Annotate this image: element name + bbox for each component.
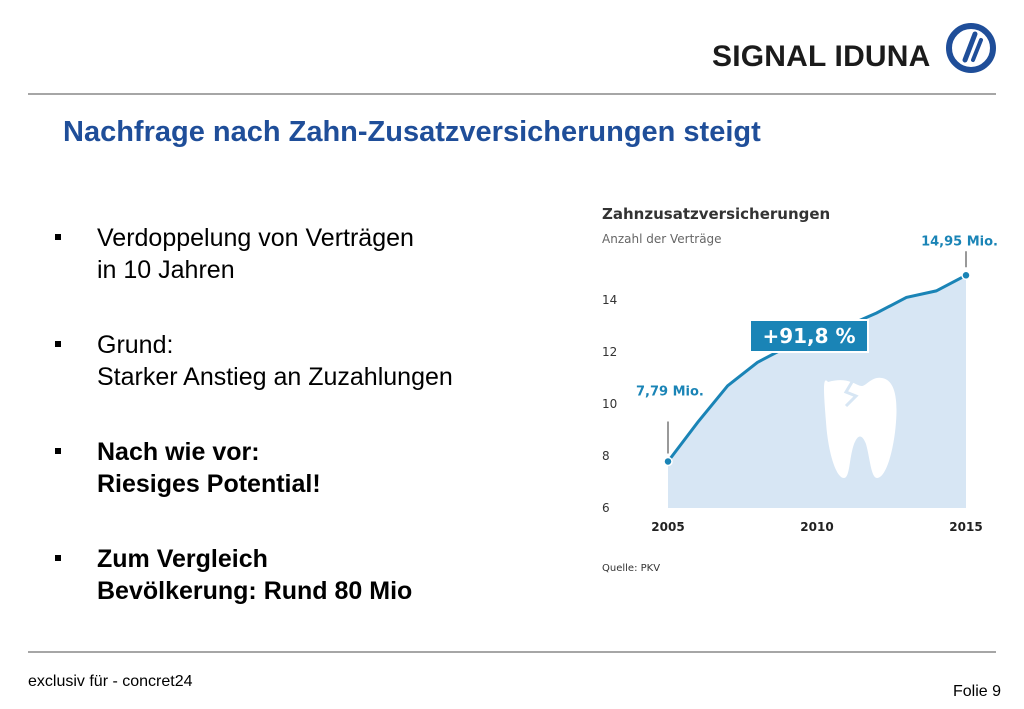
bullet-square-icon — [55, 555, 61, 561]
header-divider — [28, 93, 996, 95]
start-value-label: 7,79 Mio. — [636, 384, 704, 399]
y-tick-label: 10 — [602, 397, 617, 411]
bullet-line: Verdoppelung von Verträgen — [97, 224, 414, 252]
y-tick-label: 12 — [602, 345, 617, 359]
data-point-start — [663, 456, 673, 467]
bullet-line: Bevölkerung: Rund 80 Mio — [97, 577, 413, 605]
data-point-end — [961, 270, 971, 281]
chart-subtitle: Anzahl der Verträge — [602, 232, 722, 246]
contracts-chart: Zahnzusatzversicherungen Anzahl der Vert… — [602, 205, 998, 574]
bullet-square-icon — [55, 448, 61, 454]
signal-iduna-logo — [946, 23, 996, 73]
bullet-line: Starker Anstieg an Zuzahlungen — [97, 363, 453, 391]
bullet-square-icon — [55, 234, 61, 240]
brand-name: SIGNAL IDUNA — [712, 40, 931, 73]
y-tick-label: 8 — [602, 449, 610, 463]
x-tick-label: 2010 — [800, 520, 833, 534]
growth-badge: +91,8 % — [749, 319, 869, 353]
y-tick-label: 14 — [602, 293, 617, 307]
bullet-line: in 10 Jahren — [97, 256, 235, 284]
growth-badge-label: +91,8 % — [762, 324, 855, 348]
series-area — [668, 275, 966, 508]
bullet-square-icon — [55, 341, 61, 347]
chart-source: Quelle: PKV — [602, 563, 660, 574]
bullet-line: Zum Vergleich — [97, 545, 268, 573]
y-tick-label: 6 — [602, 501, 610, 515]
footer-divider — [28, 651, 996, 653]
bullet-line: Grund: — [97, 331, 174, 359]
chart-title: Zahnzusatzversicherungen — [602, 205, 830, 223]
bullet-line: Riesiges Potential! — [97, 470, 321, 498]
footer-note: exclusiv für - concret24 — [28, 673, 193, 690]
x-tick-label: 2005 — [651, 520, 684, 534]
x-tick-label: 2015 — [949, 520, 982, 534]
end-value-label: 14,95 Mio. — [921, 234, 998, 249]
x-axis: 2005 2010 2015 — [651, 520, 982, 534]
y-axis: 6 8 10 12 14 — [602, 293, 617, 515]
tooth-icon — [824, 377, 897, 478]
slide-title: Nachfrage nach Zahn-Zusatzversicherungen… — [63, 116, 761, 148]
slide-number: Folie 9 — [953, 683, 1002, 700]
bullet-line: Nach wie vor: — [97, 438, 260, 466]
